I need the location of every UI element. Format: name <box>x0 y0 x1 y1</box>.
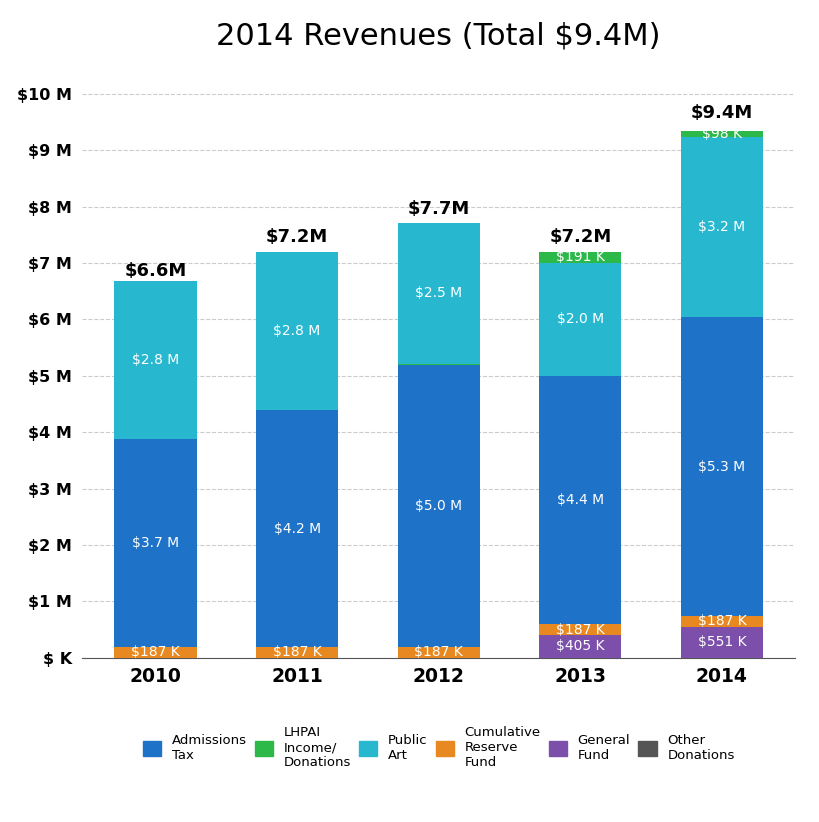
Text: $2.0 M: $2.0 M <box>556 312 603 326</box>
Bar <box>680 136 762 317</box>
Bar <box>115 280 197 438</box>
Bar <box>539 635 621 658</box>
Bar <box>397 364 479 365</box>
Text: $7.2M: $7.2M <box>549 229 611 246</box>
Bar <box>680 626 762 658</box>
Bar <box>397 223 479 364</box>
Bar <box>680 132 762 136</box>
Text: $551 K: $551 K <box>697 635 745 649</box>
Bar <box>680 317 762 616</box>
Text: $4.4 M: $4.4 M <box>556 493 603 507</box>
Text: $187 K: $187 K <box>555 622 604 636</box>
Bar <box>256 252 337 410</box>
Text: $2.8 M: $2.8 M <box>274 324 320 338</box>
Text: $2.5 M: $2.5 M <box>414 286 462 300</box>
Text: $405 K: $405 K <box>555 640 604 653</box>
Text: $187 K: $187 K <box>697 614 745 628</box>
Text: $9.4M: $9.4M <box>690 104 752 122</box>
Text: $98 K: $98 K <box>701 127 741 141</box>
Bar <box>539 624 621 635</box>
Text: $7.7M: $7.7M <box>407 200 469 218</box>
Text: $187 K: $187 K <box>273 645 321 659</box>
Bar <box>256 410 337 647</box>
Text: $3.7 M: $3.7 M <box>132 536 179 550</box>
Text: $3.2 M: $3.2 M <box>698 219 744 233</box>
Text: $6.6M: $6.6M <box>124 262 187 280</box>
Text: $187 K: $187 K <box>414 645 463 659</box>
Bar <box>680 616 762 626</box>
Bar <box>115 438 197 647</box>
Text: $4.2 M: $4.2 M <box>274 522 320 536</box>
Text: $5.0 M: $5.0 M <box>414 499 462 513</box>
Bar <box>539 263 621 376</box>
Bar <box>256 647 337 658</box>
Text: $5.3 M: $5.3 M <box>698 459 744 473</box>
Text: $2.8 M: $2.8 M <box>132 353 179 367</box>
Legend: Admissions
Tax, LHPAI
Income/
Donations, Public
Art, Cumulative
Reserve
Fund, Ge: Admissions Tax, LHPAI Income/ Donations,… <box>143 727 734 769</box>
Text: $191 K: $191 K <box>555 251 604 265</box>
Bar <box>539 252 621 263</box>
Bar <box>397 365 479 647</box>
Text: $187 K: $187 K <box>131 645 179 659</box>
Bar <box>397 647 479 658</box>
Text: $7.2M: $7.2M <box>265 229 328 246</box>
Bar <box>539 376 621 624</box>
Title: 2014 Revenues (Total $9.4M): 2014 Revenues (Total $9.4M) <box>216 22 660 51</box>
Bar <box>115 647 197 658</box>
